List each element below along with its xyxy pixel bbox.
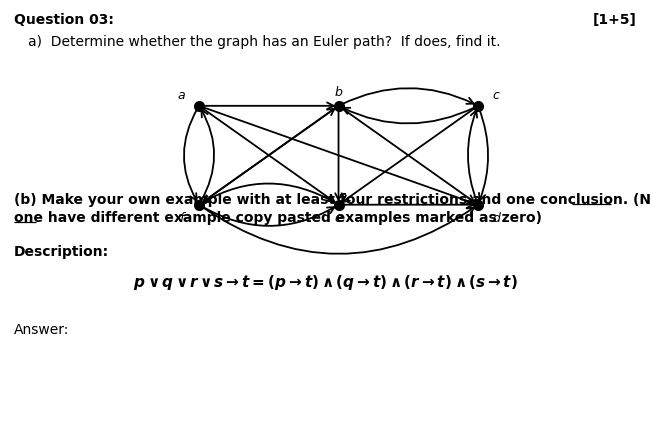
Text: d: d: [492, 212, 500, 225]
Text: b: b: [335, 86, 342, 99]
Text: [1+5]: [1+5]: [593, 13, 637, 27]
Text: a)  Determine whether the graph has an Euler path?  If does, find it.: a) Determine whether the graph has an Eu…: [28, 35, 501, 49]
Text: (b) Make your own example with at least four restrictions and one conclusion. (N: (b) Make your own example with at least …: [14, 193, 651, 207]
Text: e: e: [335, 212, 342, 225]
Text: Description:: Description:: [14, 245, 109, 259]
Text: a: a: [177, 89, 185, 102]
Text: f: f: [178, 212, 183, 225]
Text: $\boldsymbol{p \vee q \vee r \vee s \rightarrow t = (p \rightarrow t) \wedge (q : $\boldsymbol{p \vee q \vee r \vee s \rig…: [133, 273, 518, 292]
Text: c: c: [493, 89, 499, 102]
Text: Answer:: Answer:: [14, 323, 70, 337]
Text: Question 03:: Question 03:: [14, 13, 114, 27]
Text: one have different example copy pasted examples marked as zero): one have different example copy pasted e…: [14, 211, 542, 225]
